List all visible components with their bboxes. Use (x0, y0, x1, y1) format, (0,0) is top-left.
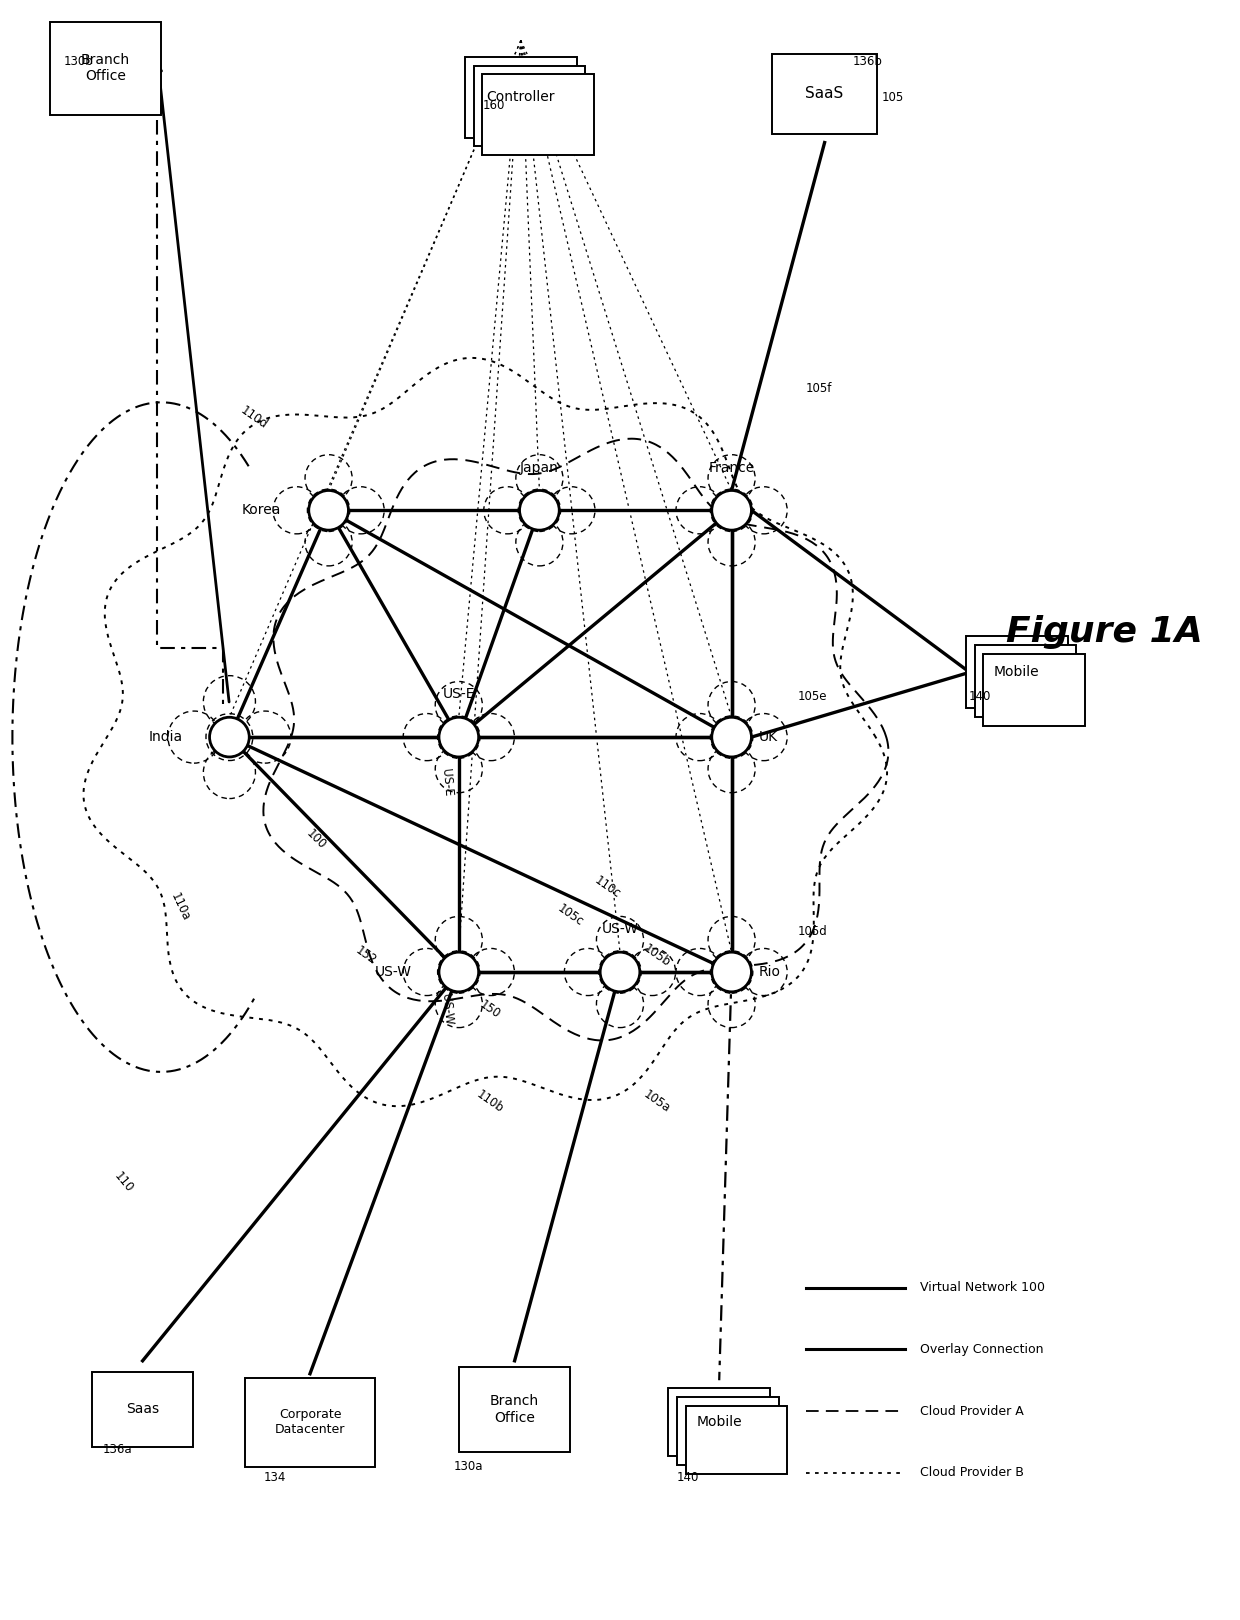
Text: Saas: Saas (126, 1403, 159, 1416)
Text: Figure 1A: Figure 1A (1006, 616, 1203, 648)
Bar (983, 654, 1085, 726)
Text: 136b: 136b (853, 55, 883, 68)
Bar (474, 65, 585, 146)
Text: 105b: 105b (641, 941, 673, 970)
Text: 110b: 110b (474, 1087, 506, 1116)
Text: Branch
Office: Branch Office (81, 53, 130, 83)
Ellipse shape (712, 491, 751, 530)
Bar (771, 53, 878, 134)
Text: US-W: US-W (601, 922, 639, 936)
Ellipse shape (712, 718, 751, 757)
Text: 130b: 130b (63, 55, 93, 68)
Bar (966, 637, 1068, 708)
Text: 134: 134 (264, 1471, 286, 1484)
Ellipse shape (439, 953, 479, 991)
Text: India: India (148, 731, 182, 744)
Text: 110a: 110a (167, 891, 192, 923)
Text: 130a: 130a (454, 1460, 484, 1473)
Ellipse shape (520, 491, 559, 530)
Text: 160: 160 (482, 99, 505, 112)
Text: Korea: Korea (242, 504, 281, 517)
Text: 136a: 136a (103, 1443, 133, 1456)
Text: Cloud Provider A: Cloud Provider A (920, 1405, 1024, 1418)
Text: US-E: US-E (443, 687, 475, 701)
Text: Mobile: Mobile (697, 1416, 742, 1429)
Text: Rio: Rio (759, 966, 781, 978)
Ellipse shape (439, 718, 479, 757)
Text: 110: 110 (112, 1170, 136, 1196)
Text: 140: 140 (677, 1471, 699, 1484)
Text: Japan: Japan (520, 460, 559, 475)
Text: 105a: 105a (641, 1087, 673, 1116)
Text: Branch
Office: Branch Office (490, 1395, 539, 1424)
Text: 105: 105 (882, 91, 904, 104)
Bar (459, 1367, 570, 1452)
Text: Cloud Provider B: Cloud Provider B (920, 1466, 1024, 1479)
Text: 140: 140 (968, 690, 991, 703)
Text: 152: 152 (353, 944, 378, 967)
Text: US-E: US-E (439, 768, 454, 797)
Bar (677, 1396, 779, 1464)
Text: 105c: 105c (556, 902, 585, 928)
Text: SaaS: SaaS (806, 86, 843, 102)
Bar (50, 21, 161, 115)
Text: UK: UK (759, 731, 777, 744)
Bar (482, 75, 594, 156)
Bar (686, 1406, 787, 1474)
Text: Controller: Controller (486, 91, 556, 104)
Text: France: France (708, 460, 755, 475)
Text: 105f: 105f (805, 382, 832, 395)
Ellipse shape (712, 953, 751, 991)
Text: 105e: 105e (797, 690, 827, 703)
Text: 105d: 105d (797, 925, 827, 938)
Ellipse shape (309, 491, 348, 530)
Bar (668, 1388, 770, 1456)
Text: Virtual Network 100: Virtual Network 100 (920, 1281, 1045, 1294)
Text: US-W: US-W (374, 966, 412, 978)
Text: Mobile: Mobile (994, 666, 1039, 679)
Text: 110c: 110c (591, 875, 624, 901)
Text: Overlay Connection: Overlay Connection (920, 1343, 1044, 1356)
Bar (92, 1372, 193, 1447)
Text: 110d: 110d (238, 403, 270, 433)
Bar (975, 645, 1076, 718)
Bar (246, 1377, 374, 1468)
Ellipse shape (210, 718, 249, 757)
Text: US-W: US-W (439, 993, 454, 1025)
Bar (465, 57, 577, 138)
Ellipse shape (600, 953, 640, 991)
Text: Corporate
Datacenter: Corporate Datacenter (275, 1408, 345, 1437)
Text: 100: 100 (304, 826, 329, 852)
Text: 150: 150 (477, 998, 502, 1021)
